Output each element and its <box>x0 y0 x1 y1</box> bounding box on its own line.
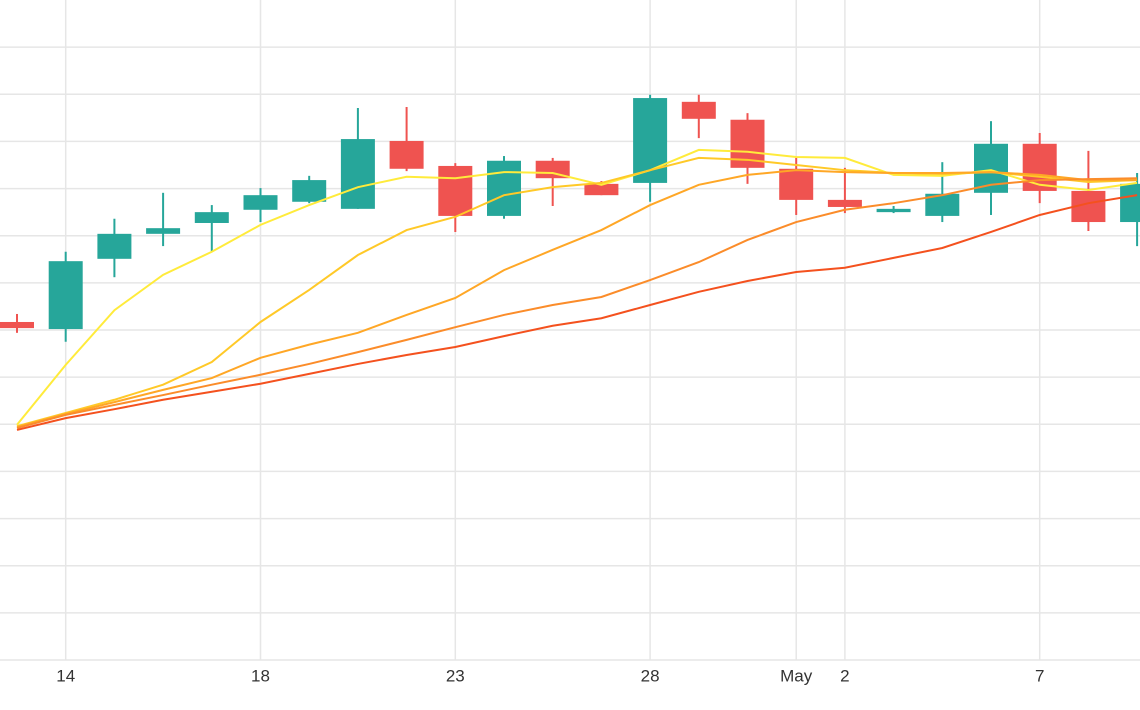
candle-body <box>389 140 424 169</box>
candle-body <box>340 139 375 209</box>
candle-body <box>827 199 862 207</box>
moving-average-line <box>16 194 1138 431</box>
moving-average-line <box>16 156 1138 428</box>
candle-body <box>292 180 327 202</box>
moving-average-line <box>16 148 1138 426</box>
candle-body <box>584 183 619 196</box>
candle-body <box>876 208 911 213</box>
candle-body <box>681 101 716 119</box>
candle-body <box>97 233 132 259</box>
x-tick-label: 7 <box>1035 666 1044 685</box>
candle-body <box>48 261 83 330</box>
candle-body <box>194 212 229 223</box>
x-tick-label: May <box>780 666 813 685</box>
x-tick-label: 18 <box>251 666 270 685</box>
moving-average-line <box>16 169 1138 429</box>
x-tick-label: 2 <box>840 666 849 685</box>
x-tick-label: 28 <box>641 666 660 685</box>
candle-body <box>1120 183 1140 223</box>
x-tick-label: 14 <box>56 666 75 685</box>
candle-body <box>633 98 668 183</box>
moving-average-line <box>16 177 1138 430</box>
candle-body <box>438 165 473 216</box>
candle-body <box>243 195 278 210</box>
candle-body <box>925 193 960 216</box>
candle-body <box>146 228 181 234</box>
candle-body <box>0 321 34 329</box>
candle-body <box>779 168 814 200</box>
candle-body <box>1022 143 1057 191</box>
candle-body <box>487 160 521 216</box>
x-tick-label: 23 <box>446 666 465 685</box>
